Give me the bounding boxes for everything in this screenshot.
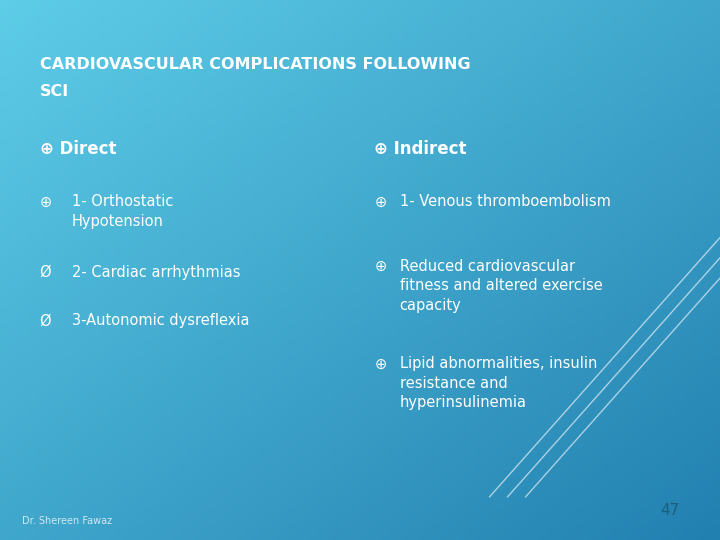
Text: 1- Venous thromboembolism: 1- Venous thromboembolism — [400, 194, 611, 210]
Text: SCI: SCI — [40, 84, 69, 99]
Text: Lipid abnormalities, insulin
resistance and
hyperinsulinemia: Lipid abnormalities, insulin resistance … — [400, 356, 597, 410]
Text: ⊕ Indirect: ⊕ Indirect — [374, 140, 467, 158]
Text: 2- Cardiac arrhythmias: 2- Cardiac arrhythmias — [72, 265, 240, 280]
Text: ⊕: ⊕ — [374, 194, 387, 210]
Text: Dr. Shereen Fawaz: Dr. Shereen Fawaz — [22, 516, 112, 526]
Text: ⊕: ⊕ — [374, 259, 387, 274]
Text: ⊕: ⊕ — [374, 356, 387, 372]
Text: Reduced cardiovascular
fitness and altered exercise
capacity: Reduced cardiovascular fitness and alter… — [400, 259, 603, 313]
Text: ⊕ Direct: ⊕ Direct — [40, 140, 116, 158]
Text: Ø: Ø — [40, 313, 51, 328]
Text: 47: 47 — [660, 503, 679, 518]
Text: 1- Orthostatic
Hypotension: 1- Orthostatic Hypotension — [72, 194, 174, 228]
Text: ⊕: ⊕ — [40, 194, 52, 210]
Text: 3-Autonomic dysreflexia: 3-Autonomic dysreflexia — [72, 313, 250, 328]
Text: Ø: Ø — [40, 265, 51, 280]
Text: CARDIOVASCULAR COMPLICATIONS FOLLOWING: CARDIOVASCULAR COMPLICATIONS FOLLOWING — [40, 57, 470, 72]
